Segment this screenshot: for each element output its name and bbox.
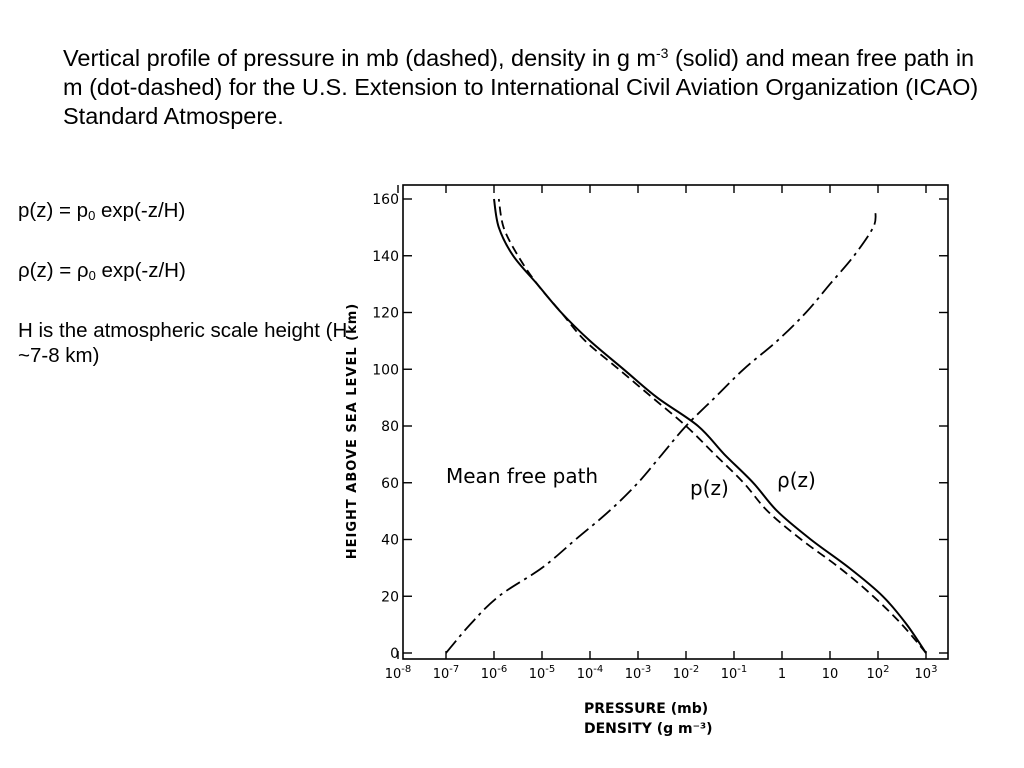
x-tick-label: 10-3	[625, 664, 652, 682]
caption-text-part1: Vertical profile of pressure in mb (dash…	[63, 45, 656, 71]
x-tick-label: 10-7	[433, 664, 460, 682]
scale-height-note: H is the atmospheric scale height (H ~7-…	[18, 319, 348, 367]
y-tick-label: 160	[372, 192, 399, 208]
x-tick-label: 10-6	[481, 664, 508, 682]
y-tick-label: 0	[390, 646, 399, 662]
x-tick-label: 102	[867, 664, 890, 682]
y-tick-label: 100	[372, 362, 399, 378]
x-tick-label: 10-8	[385, 664, 412, 682]
figure-caption: Vertical profile of pressure in mb (dash…	[63, 44, 993, 131]
pressure-eq-sub: 0	[88, 208, 96, 223]
y-tick-label: 60	[381, 476, 399, 492]
x-tick-label: 10-2	[673, 664, 700, 682]
pressure-curve	[497, 198, 927, 654]
pressure-eq-rhs: exp(-z/H)	[95, 199, 186, 222]
x-tick-label: 1	[778, 667, 786, 682]
x-axis-ticks: 10-8 10-7 10-6 10-5 10-4 10-3 10-2 10-1 1 10 102 10…	[385, 185, 938, 682]
x-tick-label: 10-5	[529, 664, 556, 682]
x-axis-label-density: DENSITY (g m⁻³)	[584, 721, 713, 737]
y-tick-label: 20	[381, 589, 399, 605]
y-tick-label: 140	[372, 249, 399, 265]
x-tick-label: 103	[915, 664, 938, 682]
density-eq-sub: 0	[88, 268, 96, 283]
series-lines	[445, 198, 927, 654]
x-axis-label-pressure: PRESSURE (mb)	[584, 701, 708, 717]
density-curve-label: ρ(z)	[777, 468, 816, 492]
density-curve	[493, 198, 927, 654]
caption-text-part2: (solid) and mean free path in m (dot-das…	[63, 45, 979, 129]
y-tick-label: 120	[372, 306, 399, 322]
x-tick-label: 10-1	[721, 664, 748, 682]
plot-frame	[402, 184, 949, 660]
y-axis-label: HEIGHT ABOVE SEA LEVEL (km)	[345, 303, 360, 560]
density-eq-lhs: ρ(z) = ρ	[18, 259, 89, 282]
density-equation: ρ(z) = ρ0 exp(-z/H)	[18, 258, 348, 283]
y-tick-label: 80	[381, 419, 399, 435]
equation-notes: p(z) = p0 exp(-z/H) ρ(z) = ρ0 exp(-z/H) …	[18, 198, 348, 368]
mean-free-path-curve	[445, 213, 877, 654]
x-tick-label: 10	[822, 667, 839, 682]
y-axis-ticks: 0 20 40 60 80 100 120 140 160	[372, 192, 948, 662]
pressure-eq-lhs: p(z) = p	[18, 199, 89, 222]
x-tick-label: 10-4	[577, 664, 604, 682]
caption-exponent: -3	[656, 45, 669, 61]
mean-free-path-label: Mean free path	[446, 464, 598, 488]
pressure-curve-label: p(z)	[690, 476, 729, 500]
density-eq-rhs: exp(-z/H)	[95, 259, 186, 282]
pressure-equation: p(z) = p0 exp(-z/H)	[18, 198, 348, 223]
y-tick-label: 40	[381, 533, 399, 549]
